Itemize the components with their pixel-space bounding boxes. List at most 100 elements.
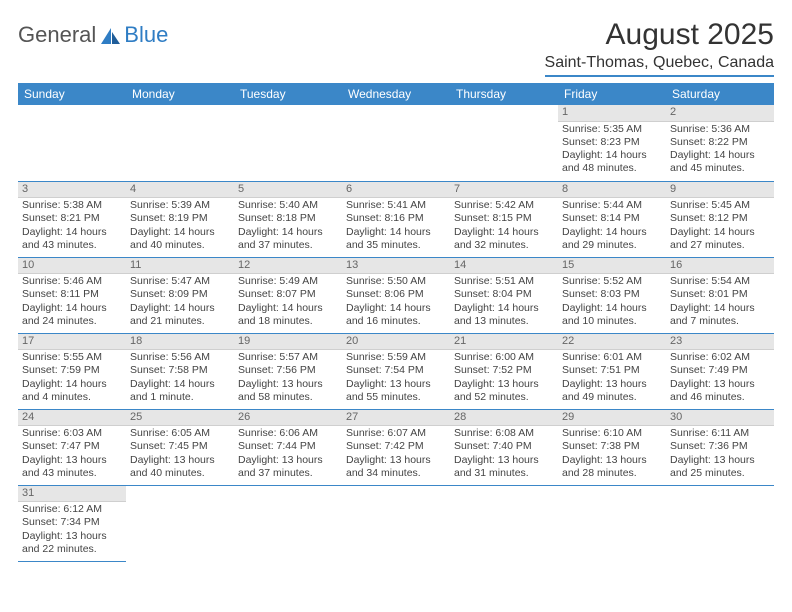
day-number: 14	[450, 258, 558, 275]
day-details: Sunrise: 6:00 AMSunset: 7:52 PMDaylight:…	[450, 350, 558, 406]
calendar-day-cell: 1Sunrise: 5:35 AMSunset: 8:23 PMDaylight…	[558, 105, 666, 181]
calendar-week-row: 31Sunrise: 6:12 AMSunset: 7:34 PMDayligh…	[18, 485, 774, 561]
weekday-header: Wednesday	[342, 83, 450, 105]
day-details: Sunrise: 5:40 AMSunset: 8:18 PMDaylight:…	[234, 198, 342, 254]
day-details: Sunrise: 6:11 AMSunset: 7:36 PMDaylight:…	[666, 426, 774, 482]
day-details: Sunrise: 6:02 AMSunset: 7:49 PMDaylight:…	[666, 350, 774, 406]
sunrise-line: Sunrise: 5:36 AM	[670, 123, 770, 136]
sunset-line: Sunset: 8:07 PM	[238, 288, 338, 301]
sunrise-line: Sunrise: 5:45 AM	[670, 199, 770, 212]
sunrise-line: Sunrise: 6:03 AM	[22, 427, 122, 440]
sunset-line: Sunset: 7:51 PM	[562, 364, 662, 377]
sunset-line: Sunset: 7:52 PM	[454, 364, 554, 377]
day-number: 4	[126, 182, 234, 199]
calendar-week-row: 17Sunrise: 5:55 AMSunset: 7:59 PMDayligh…	[18, 333, 774, 409]
calendar-day-cell: 27Sunrise: 6:07 AMSunset: 7:42 PMDayligh…	[342, 409, 450, 485]
sunrise-line: Sunrise: 5:44 AM	[562, 199, 662, 212]
sunrise-line: Sunrise: 6:08 AM	[454, 427, 554, 440]
sail-icon	[100, 27, 122, 45]
calendar-day-cell	[126, 105, 234, 181]
month-title: August 2025	[545, 18, 774, 52]
weekday-header: Thursday	[450, 83, 558, 105]
day-details: Sunrise: 5:35 AMSunset: 8:23 PMDaylight:…	[558, 122, 666, 178]
sunrise-line: Sunrise: 5:50 AM	[346, 275, 446, 288]
day-number: 7	[450, 182, 558, 199]
day-details: Sunrise: 5:42 AMSunset: 8:15 PMDaylight:…	[450, 198, 558, 254]
sunset-line: Sunset: 7:34 PM	[22, 516, 122, 529]
title-block: August 2025 Saint-Thomas, Quebec, Canada	[545, 18, 774, 77]
sunset-line: Sunset: 7:58 PM	[130, 364, 230, 377]
day-number: 5	[234, 182, 342, 199]
daylight-line: Daylight: 14 hours and 37 minutes.	[238, 226, 338, 252]
daylight-line: Daylight: 14 hours and 13 minutes.	[454, 302, 554, 328]
daylight-line: Daylight: 14 hours and 40 minutes.	[130, 226, 230, 252]
weekday-header: Tuesday	[234, 83, 342, 105]
calendar-day-cell: 3Sunrise: 5:38 AMSunset: 8:21 PMDaylight…	[18, 181, 126, 257]
daylight-line: Daylight: 13 hours and 55 minutes.	[346, 378, 446, 404]
day-details: Sunrise: 5:56 AMSunset: 7:58 PMDaylight:…	[126, 350, 234, 406]
day-number: 20	[342, 334, 450, 351]
sunset-line: Sunset: 7:36 PM	[670, 440, 770, 453]
day-number: 2	[666, 105, 774, 122]
calendar-day-cell: 30Sunrise: 6:11 AMSunset: 7:36 PMDayligh…	[666, 409, 774, 485]
day-details: Sunrise: 5:51 AMSunset: 8:04 PMDaylight:…	[450, 274, 558, 330]
day-number: 10	[18, 258, 126, 275]
daylight-line: Daylight: 14 hours and 7 minutes.	[670, 302, 770, 328]
day-number: 1	[558, 105, 666, 122]
sunset-line: Sunset: 8:06 PM	[346, 288, 446, 301]
calendar-day-cell: 31Sunrise: 6:12 AMSunset: 7:34 PMDayligh…	[18, 485, 126, 561]
calendar-day-cell	[558, 485, 666, 561]
sunrise-line: Sunrise: 5:57 AM	[238, 351, 338, 364]
day-number: 25	[126, 410, 234, 427]
daylight-line: Daylight: 13 hours and 25 minutes.	[670, 454, 770, 480]
sunset-line: Sunset: 7:47 PM	[22, 440, 122, 453]
daylight-line: Daylight: 13 hours and 37 minutes.	[238, 454, 338, 480]
calendar-day-cell: 13Sunrise: 5:50 AMSunset: 8:06 PMDayligh…	[342, 257, 450, 333]
sunset-line: Sunset: 8:11 PM	[22, 288, 122, 301]
sunrise-line: Sunrise: 5:47 AM	[130, 275, 230, 288]
calendar-body: 1Sunrise: 5:35 AMSunset: 8:23 PMDaylight…	[18, 105, 774, 561]
day-number: 21	[450, 334, 558, 351]
daylight-line: Daylight: 13 hours and 40 minutes.	[130, 454, 230, 480]
sunrise-line: Sunrise: 5:56 AM	[130, 351, 230, 364]
calendar-day-cell: 9Sunrise: 5:45 AMSunset: 8:12 PMDaylight…	[666, 181, 774, 257]
day-details: Sunrise: 5:54 AMSunset: 8:01 PMDaylight:…	[666, 274, 774, 330]
day-number: 23	[666, 334, 774, 351]
calendar-day-cell: 4Sunrise: 5:39 AMSunset: 8:19 PMDaylight…	[126, 181, 234, 257]
day-details: Sunrise: 5:47 AMSunset: 8:09 PMDaylight:…	[126, 274, 234, 330]
calendar-day-cell: 24Sunrise: 6:03 AMSunset: 7:47 PMDayligh…	[18, 409, 126, 485]
day-details: Sunrise: 5:45 AMSunset: 8:12 PMDaylight:…	[666, 198, 774, 254]
weekday-header: Friday	[558, 83, 666, 105]
sunrise-line: Sunrise: 6:06 AM	[238, 427, 338, 440]
sunrise-line: Sunrise: 5:40 AM	[238, 199, 338, 212]
day-details: Sunrise: 5:59 AMSunset: 7:54 PMDaylight:…	[342, 350, 450, 406]
calendar-day-cell	[450, 485, 558, 561]
day-number: 9	[666, 182, 774, 199]
day-details: Sunrise: 6:06 AMSunset: 7:44 PMDaylight:…	[234, 426, 342, 482]
location-text: Saint-Thomas, Quebec, Canada	[545, 54, 774, 77]
day-number: 16	[666, 258, 774, 275]
sunset-line: Sunset: 8:04 PM	[454, 288, 554, 301]
day-details: Sunrise: 5:52 AMSunset: 8:03 PMDaylight:…	[558, 274, 666, 330]
sunset-line: Sunset: 7:56 PM	[238, 364, 338, 377]
day-details: Sunrise: 5:41 AMSunset: 8:16 PMDaylight:…	[342, 198, 450, 254]
logo: General Blue	[18, 22, 168, 48]
calendar-day-cell	[450, 105, 558, 181]
calendar-day-cell: 29Sunrise: 6:10 AMSunset: 7:38 PMDayligh…	[558, 409, 666, 485]
day-number: 19	[234, 334, 342, 351]
sunrise-line: Sunrise: 6:12 AM	[22, 503, 122, 516]
sunset-line: Sunset: 7:49 PM	[670, 364, 770, 377]
day-number: 17	[18, 334, 126, 351]
sunrise-line: Sunrise: 5:55 AM	[22, 351, 122, 364]
sunset-line: Sunset: 8:16 PM	[346, 212, 446, 225]
calendar-day-cell: 6Sunrise: 5:41 AMSunset: 8:16 PMDaylight…	[342, 181, 450, 257]
weekday-header: Monday	[126, 83, 234, 105]
calendar-day-cell: 26Sunrise: 6:06 AMSunset: 7:44 PMDayligh…	[234, 409, 342, 485]
sunrise-line: Sunrise: 6:11 AM	[670, 427, 770, 440]
day-number: 22	[558, 334, 666, 351]
day-details: Sunrise: 5:38 AMSunset: 8:21 PMDaylight:…	[18, 198, 126, 254]
day-number: 28	[450, 410, 558, 427]
daylight-line: Daylight: 13 hours and 43 minutes.	[22, 454, 122, 480]
calendar-day-cell: 10Sunrise: 5:46 AMSunset: 8:11 PMDayligh…	[18, 257, 126, 333]
weekday-header: Sunday	[18, 83, 126, 105]
